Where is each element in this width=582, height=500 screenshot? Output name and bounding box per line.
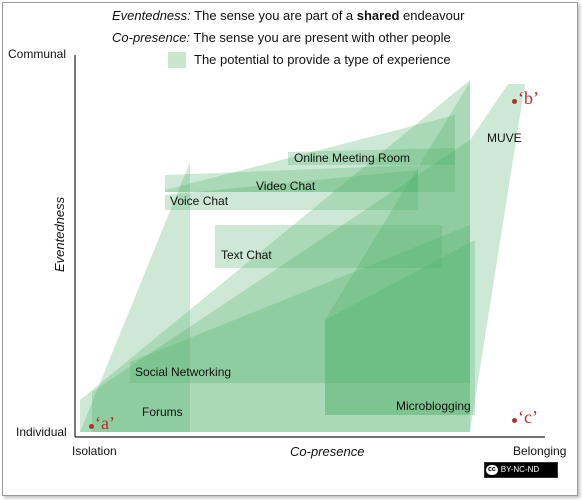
copresence-term: Co-presence:: [112, 30, 191, 45]
point-b-label: ‘b’: [518, 88, 539, 108]
label-voice-chat: Voice Chat: [170, 194, 229, 208]
label-video-chat: Video Chat: [256, 179, 316, 193]
cc-icon: cc: [486, 465, 498, 475]
eventedness-def-pre: The sense you are part of a: [190, 8, 357, 23]
region-online-meeting: [165, 115, 455, 192]
legend-swatch: [168, 52, 186, 68]
eventedness-def-bold: shared: [356, 8, 400, 23]
eventedness-term: Eventedness:: [112, 8, 191, 23]
region-text-chat: [215, 225, 442, 268]
point-c-dot: [512, 418, 517, 423]
region-online-meeting-band: [288, 148, 455, 165]
y-axis-top-label: Communal: [8, 47, 67, 61]
label-social-networking: Social Networking: [135, 365, 232, 379]
label-forums: Forums: [142, 405, 183, 419]
figure-frame: [2, 2, 578, 496]
label-muve: MUVE: [487, 131, 522, 145]
label-text-chat: Text Chat: [221, 248, 272, 262]
legend-text: The potential to provide a type of exper…: [194, 52, 451, 67]
eventedness-def-post: endeavour: [399, 8, 465, 23]
point-a-dot: [89, 424, 94, 429]
point-a-label: ‘a’: [95, 413, 115, 433]
region-muve: [92, 84, 525, 432]
x-axis-title: Co-presence: [290, 444, 365, 459]
copresence-def: The sense you are present with other peo…: [190, 30, 451, 45]
region-microblogging-rect: [325, 240, 475, 415]
point-c-label: ‘c’: [518, 407, 538, 427]
license-text: BY-NC-ND: [500, 465, 540, 474]
license-badge[interactable]: cc BY-NC-ND: [484, 462, 558, 478]
region-forums: [80, 162, 190, 432]
y-axis-bottom-label: Individual: [16, 425, 67, 439]
region-voice-chat: [165, 165, 418, 192]
label-online-meeting-room: Online Meeting Room: [294, 151, 411, 165]
region-microblogging: [325, 82, 470, 415]
region-video-chat: [165, 170, 418, 210]
definition-eventedness: Eventedness: The sense you are part of a…: [112, 8, 464, 23]
region-social-networking: [80, 80, 470, 432]
x-axis-right-label: Belonging: [513, 444, 567, 458]
label-microblogging: Microblogging: [396, 399, 471, 413]
x-axis-left-label: Isolation: [72, 444, 117, 458]
definition-copresence: Co-presence: The sense you are present w…: [112, 30, 451, 45]
point-b-dot: [512, 99, 517, 104]
region-social-band: [130, 225, 470, 383]
y-axis-title: Eventedness: [52, 196, 67, 272]
